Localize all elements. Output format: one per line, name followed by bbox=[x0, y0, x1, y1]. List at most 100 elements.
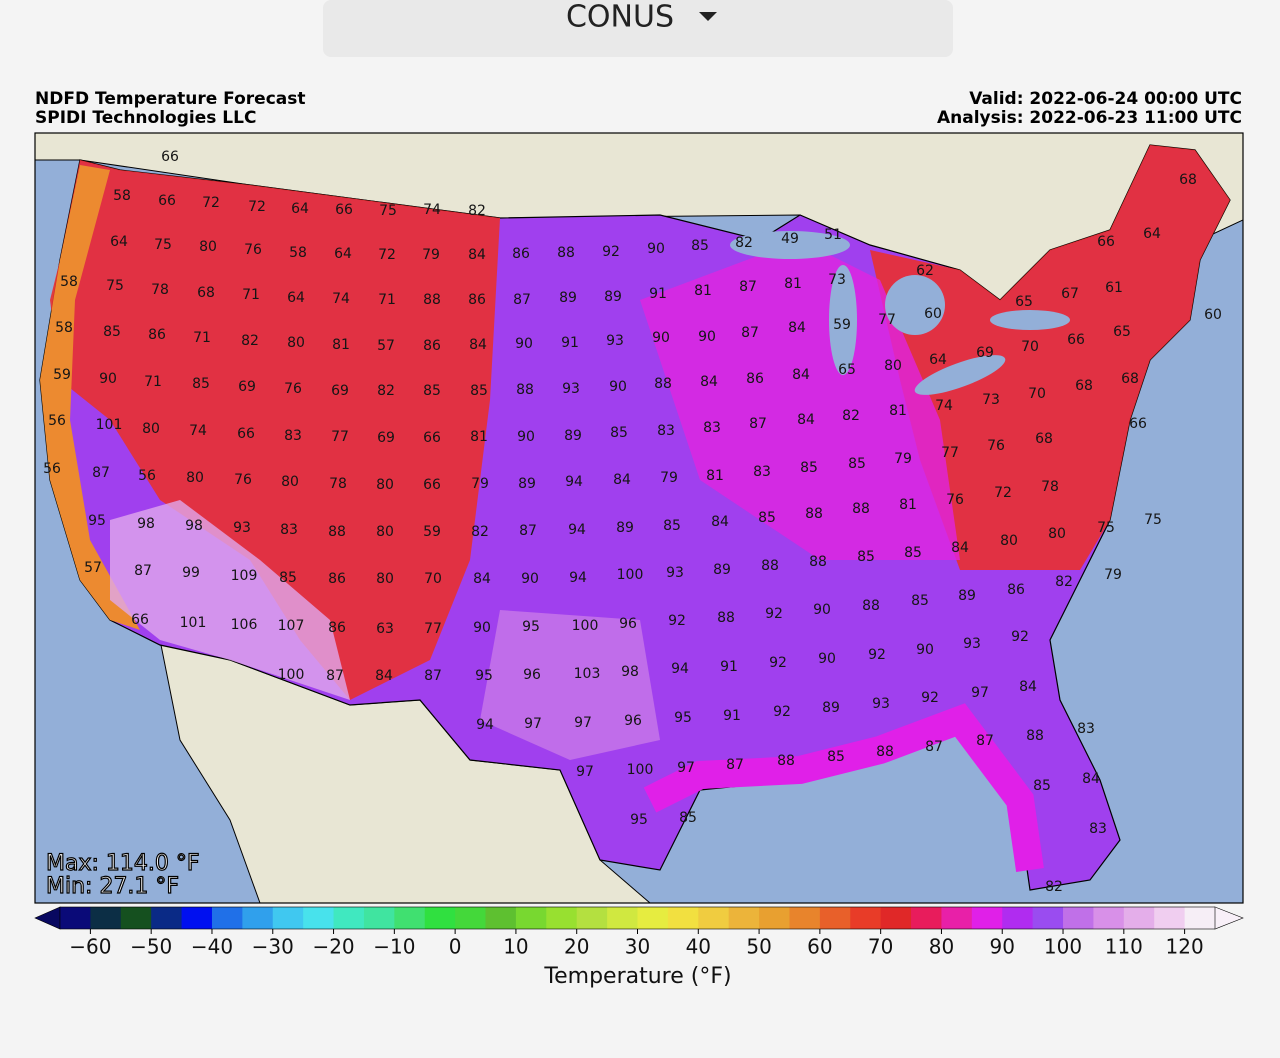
station-temp: 89 bbox=[604, 289, 622, 305]
colorbar-tick-label: 30 bbox=[625, 935, 650, 959]
colorbar-tick-label: −20 bbox=[312, 935, 354, 959]
station-temp: 83 bbox=[657, 423, 675, 439]
station-temp: 101 bbox=[180, 615, 207, 631]
station-temp: 96 bbox=[619, 616, 637, 632]
station-temp: 80 bbox=[142, 421, 160, 437]
colorbar-tick-label: 10 bbox=[503, 935, 528, 959]
station-temp: 82 bbox=[468, 203, 486, 219]
station-temp: 100 bbox=[627, 762, 654, 778]
station-temp: 88 bbox=[557, 245, 575, 261]
station-temp: 51 bbox=[824, 227, 842, 243]
station-temp: 80 bbox=[287, 335, 305, 351]
station-temp: 79 bbox=[894, 451, 912, 467]
station-temp: 90 bbox=[473, 620, 491, 636]
station-temp: 88 bbox=[717, 610, 735, 626]
colorbar-swatch bbox=[424, 907, 456, 929]
station-temp: 80 bbox=[376, 477, 394, 493]
colorbar-over bbox=[1214, 906, 1244, 930]
colorbar-swatch bbox=[546, 907, 578, 929]
station-temp: 87 bbox=[925, 739, 943, 755]
station-temp: 97 bbox=[576, 764, 594, 780]
station-temp: 56 bbox=[43, 461, 61, 477]
station-temp: 66 bbox=[131, 612, 149, 628]
station-temp: 98 bbox=[621, 664, 639, 680]
station-temp: 93 bbox=[666, 565, 684, 581]
station-temp: 88 bbox=[777, 753, 795, 769]
station-temp: 88 bbox=[809, 554, 827, 570]
colorbar-swatch bbox=[90, 907, 122, 929]
station-temp: 97 bbox=[574, 715, 592, 731]
colorbar-swatch bbox=[60, 907, 91, 929]
colorbar-swatch bbox=[363, 907, 395, 929]
station-temp: 58 bbox=[289, 245, 307, 261]
colorbar-swatch bbox=[485, 907, 517, 929]
station-temp: 72 bbox=[378, 247, 396, 263]
station-temp: 73 bbox=[828, 272, 846, 288]
station-temp: 56 bbox=[138, 468, 156, 484]
station-temp: 79 bbox=[471, 476, 489, 492]
colorbar-swatch bbox=[1154, 907, 1186, 929]
station-temp: 81 bbox=[889, 403, 907, 419]
station-temp: 89 bbox=[616, 520, 634, 536]
colorbar-swatch bbox=[333, 907, 365, 929]
station-temp: 95 bbox=[522, 619, 540, 635]
station-temp: 85 bbox=[857, 549, 875, 565]
map-credit: SPIDI Technologies LLC bbox=[35, 108, 256, 128]
station-temp: 103 bbox=[574, 666, 601, 682]
station-temp: 57 bbox=[377, 338, 395, 354]
station-temp: 97 bbox=[524, 716, 542, 732]
station-temp: 66 bbox=[237, 426, 255, 442]
station-temp: 90 bbox=[818, 651, 836, 667]
lake bbox=[990, 310, 1070, 330]
map-title: NDFD Temperature Forecast bbox=[35, 89, 306, 109]
station-temp: 82 bbox=[1055, 574, 1073, 590]
station-temp: 90 bbox=[515, 336, 533, 352]
station-temp: 82 bbox=[842, 408, 860, 424]
region-selector[interactable] bbox=[323, 0, 953, 57]
station-temp: 94 bbox=[565, 474, 583, 490]
station-temp: 85 bbox=[1033, 778, 1051, 794]
map-frame bbox=[34, 132, 1244, 904]
station-temp: 80 bbox=[1048, 526, 1066, 542]
station-temp: 86 bbox=[423, 338, 441, 354]
colorbar-swatch bbox=[1063, 907, 1094, 929]
colorbar-swatch bbox=[394, 907, 426, 929]
station-temp: 86 bbox=[468, 292, 486, 308]
station-temp: 89 bbox=[822, 700, 840, 716]
colorbar-swatch bbox=[880, 907, 912, 929]
station-temp: 87 bbox=[513, 292, 531, 308]
colorbar-swatch bbox=[1123, 907, 1155, 929]
station-temp: 88 bbox=[516, 382, 534, 398]
station-temp: 82 bbox=[735, 235, 753, 251]
station-temp: 84 bbox=[468, 247, 486, 263]
station-temp: 83 bbox=[284, 428, 302, 444]
colorbar-swatch bbox=[911, 907, 942, 929]
station-temp: 86 bbox=[746, 371, 764, 387]
dropdown-arrow[interactable] bbox=[699, 12, 717, 21]
station-temp: 85 bbox=[800, 460, 818, 476]
station-temp: 64 bbox=[334, 246, 352, 262]
station-temp: 77 bbox=[331, 429, 349, 445]
colorbar-tick-label: 20 bbox=[564, 935, 589, 959]
station-temp: 90 bbox=[698, 329, 716, 345]
colorbar-label: Temperature (°F) bbox=[543, 964, 731, 989]
station-temp: 99 bbox=[182, 565, 200, 581]
region-label[interactable]: CONUS bbox=[566, 0, 674, 35]
station-temp: 88 bbox=[876, 744, 894, 760]
station-labels: 66 58 66 72 72 64 66 75 74 82 64 75 80 76 58 64 72 79 84 86… bbox=[43, 149, 1222, 895]
station-temp: 85 bbox=[911, 593, 929, 609]
station-temp: 81 bbox=[784, 276, 802, 292]
colorbar-tick-label: −10 bbox=[373, 935, 415, 959]
station-temp: 66 bbox=[1129, 416, 1147, 432]
station-temp: 74 bbox=[332, 291, 350, 307]
station-temp: 87 bbox=[741, 325, 759, 341]
colorbar-tick-label: 50 bbox=[746, 935, 771, 959]
station-temp: 94 bbox=[569, 570, 587, 586]
station-temp: 66 bbox=[423, 477, 441, 493]
colorbar-swatch bbox=[941, 907, 973, 929]
station-temp: 83 bbox=[280, 522, 298, 538]
station-temp: 73 bbox=[982, 392, 1000, 408]
station-temp: 84 bbox=[469, 337, 487, 353]
station-temp: 60 bbox=[924, 306, 942, 322]
